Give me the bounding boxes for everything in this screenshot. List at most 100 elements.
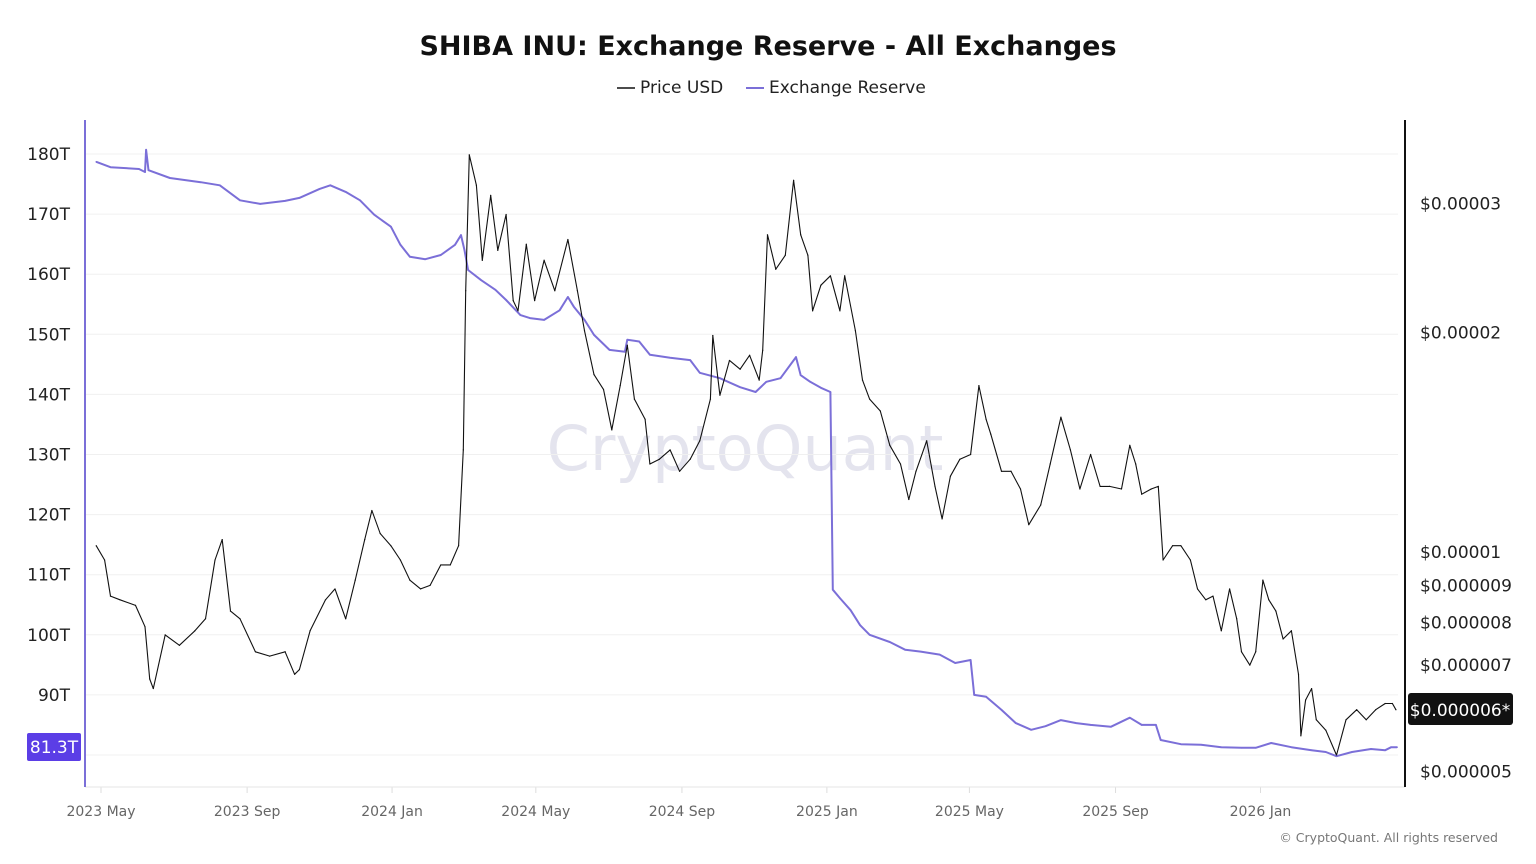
price-point (766, 234, 769, 236)
reserve-point (1325, 751, 1327, 753)
price-point (678, 470, 681, 472)
reserve-point (689, 359, 692, 361)
reserve-point (505, 299, 507, 301)
reserve-point (1390, 746, 1392, 748)
price-point (324, 599, 327, 601)
price-point (1255, 651, 1257, 653)
price-point (1000, 470, 1003, 472)
reserve-point (467, 269, 469, 271)
price-point (109, 595, 112, 597)
price-point (784, 254, 786, 256)
reserve-point (969, 659, 972, 661)
price-point (1375, 709, 1377, 711)
price-point (1384, 702, 1386, 705)
price-point (1297, 673, 1300, 675)
reserve-point (829, 391, 832, 393)
price-point (1120, 488, 1123, 490)
reserve-point (529, 317, 531, 319)
price-point (221, 538, 223, 541)
reserve-point (820, 386, 822, 389)
price-point (1090, 453, 1092, 456)
left-tick-label: 130T (27, 446, 70, 466)
price-point (1365, 719, 1367, 721)
price-point (602, 388, 605, 391)
legend: Price USD Exchange Reserve (617, 78, 926, 98)
reserve-point (1180, 743, 1182, 745)
price-point (164, 634, 166, 636)
price-point (1189, 559, 1191, 561)
price-point (619, 385, 621, 387)
price-point (1345, 719, 1347, 721)
price-point (371, 509, 373, 512)
current-reserve-label: 81.3T (27, 733, 81, 761)
reserve-point (765, 380, 768, 383)
reserve-point (439, 254, 442, 256)
price-point (364, 538, 366, 541)
price-point (709, 398, 712, 400)
price-point (1275, 610, 1277, 612)
reserve-point (259, 203, 261, 205)
price-point (1049, 463, 1051, 465)
price-point (959, 458, 961, 460)
price-point (1162, 559, 1164, 561)
right-tick-label: $0.000007 (1420, 656, 1512, 676)
reserve-point (1396, 746, 1398, 748)
price-point (269, 655, 271, 657)
reserve-point (919, 650, 922, 653)
price-point (1315, 719, 1317, 721)
price-point (254, 651, 257, 653)
price-point (1040, 504, 1042, 506)
price-point (800, 234, 802, 236)
x-tick-label: 2024 Sep (649, 804, 716, 820)
right-tick-label: $0.00001 (1420, 543, 1501, 563)
price-point (103, 559, 106, 561)
price-point (775, 268, 777, 270)
reserve-point (754, 391, 757, 393)
price-point (1109, 485, 1111, 487)
reserve-point (719, 377, 721, 379)
reserve-point (593, 334, 595, 336)
reserve-point (147, 169, 150, 172)
reserve-point (95, 161, 98, 163)
price-point (1171, 545, 1174, 547)
price-point (1212, 595, 1214, 597)
reserve-point (698, 371, 701, 374)
price-point (409, 579, 411, 581)
price-point (1196, 588, 1199, 590)
reserve-point (904, 649, 907, 651)
x-axis-ticks: 2023 May 2023 Sep 2024 Jan 2024 May 2024 Sep… (66, 787, 1291, 820)
x-tick-label: 2026 Jan (1230, 804, 1292, 820)
price-point (525, 243, 527, 245)
left-tick-label: 150T (27, 325, 70, 345)
reserve-point (460, 234, 462, 236)
reserve-point (284, 200, 286, 202)
series-points (95, 148, 1398, 758)
legend-item-reserve[interactable]: Exchange Reserve (746, 78, 926, 98)
price-point (889, 444, 891, 446)
price-point (490, 194, 492, 196)
legend-item-price[interactable]: Price USD (617, 78, 723, 98)
reserve-point (1060, 719, 1062, 721)
reserve-point (626, 338, 629, 341)
reserve-point (144, 171, 146, 173)
reserve-point (373, 213, 376, 216)
reserve-point (954, 662, 956, 664)
price-point (793, 179, 795, 181)
reserve-point (424, 258, 427, 260)
price-point (449, 564, 451, 566)
series-line-exchange-reserve (95, 148, 1398, 758)
gridlines (85, 153, 1398, 756)
price-point (1300, 735, 1302, 737)
reserve-point (543, 319, 545, 321)
price-point (1229, 588, 1231, 590)
left-tick-label: 120T (27, 506, 70, 526)
price-point (576, 290, 578, 292)
right-tick-label: $0.00002 (1420, 323, 1501, 343)
left-tick-label: 110T (27, 566, 70, 586)
left-tick-label: 140T (27, 385, 70, 405)
price-point (1099, 485, 1101, 487)
reserve-point (298, 197, 301, 199)
x-tick-label: 2025 May (935, 804, 1004, 820)
price-point (475, 184, 478, 186)
reserve-point (318, 188, 321, 190)
